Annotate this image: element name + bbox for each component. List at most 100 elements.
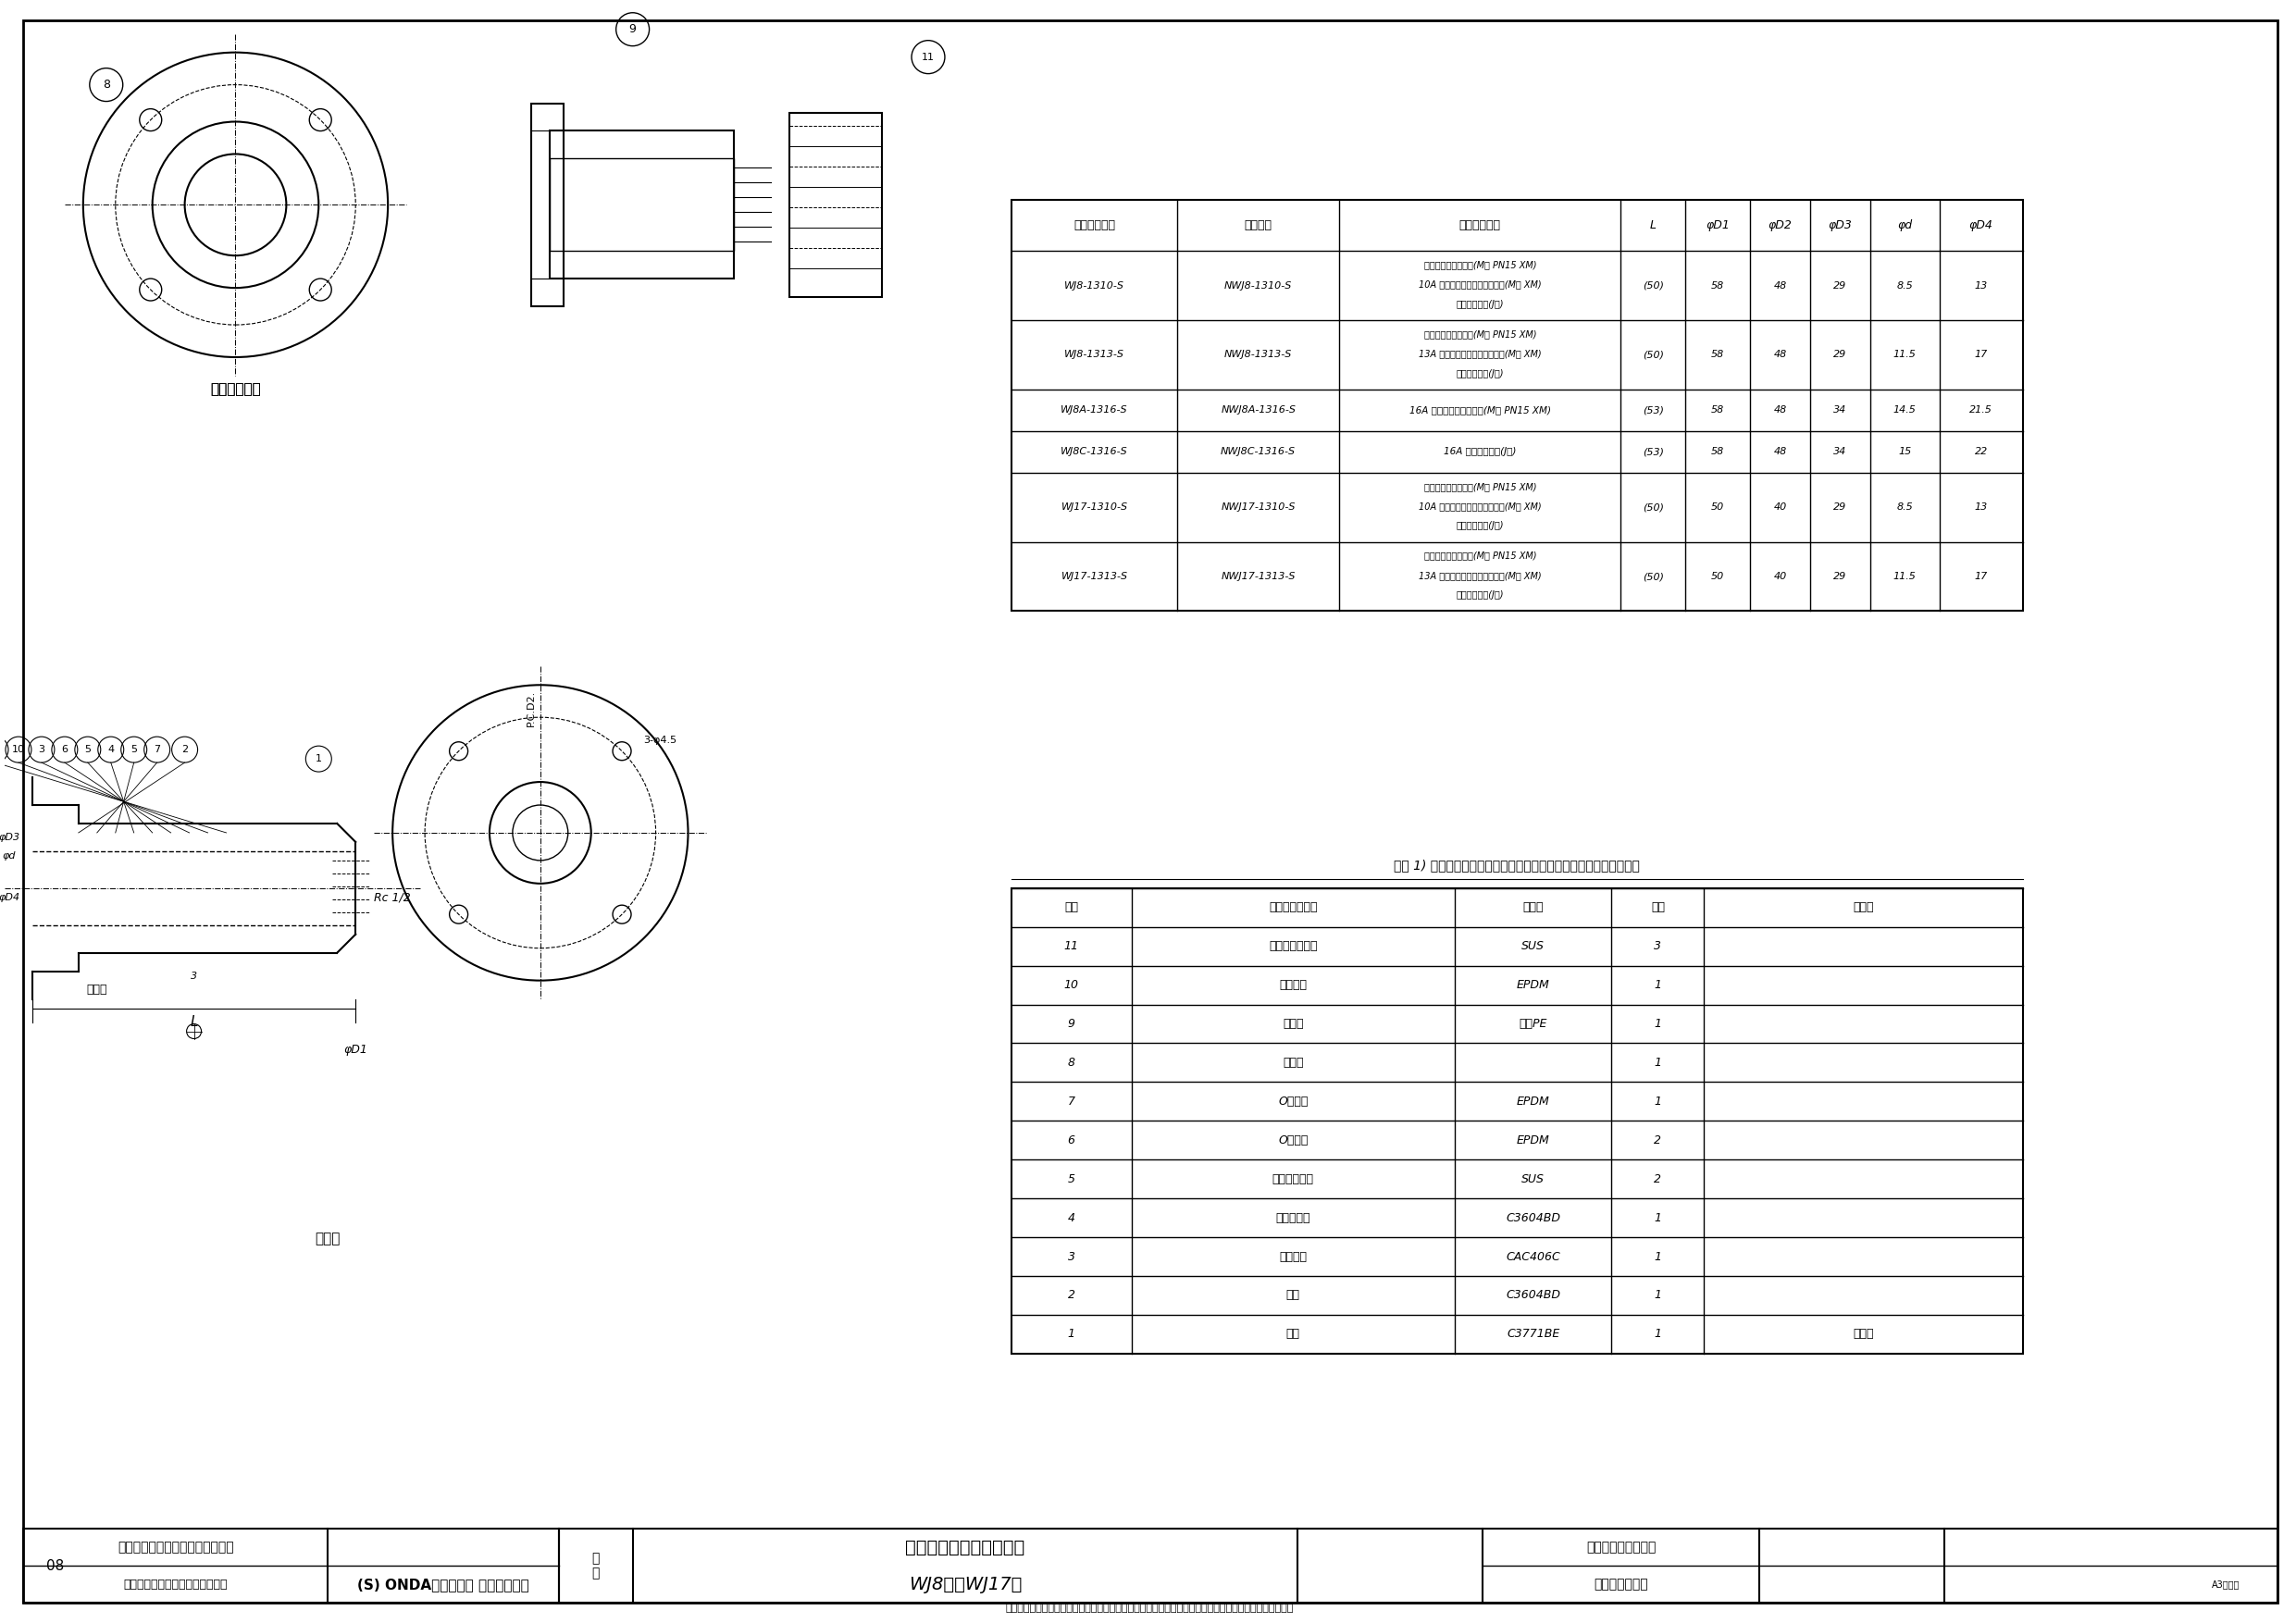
Text: 50: 50 [1711, 571, 1724, 581]
Bar [790, 112, 882, 297]
Text: 1: 1 [1653, 979, 1662, 992]
Text: 29: 29 [1835, 503, 1846, 511]
Text: 3: 3 [1068, 1251, 1075, 1263]
Text: (50): (50) [1642, 503, 1665, 511]
Text: L: L [1651, 219, 1655, 232]
Text: 材　質: 材 質 [1522, 901, 1543, 914]
Text: カタログ品番: カタログ品番 [1075, 219, 1116, 232]
Text: NWJ8A-1316-S: NWJ8A-1316-S [1221, 406, 1295, 415]
Text: 34: 34 [1835, 406, 1846, 415]
Text: 16A 架橋ポリエチレン管(M種 PN15 XM): 16A 架橋ポリエチレン管(M種 PN15 XM) [1410, 406, 1550, 415]
Text: φD4: φD4 [0, 893, 21, 902]
Text: 8: 8 [103, 80, 110, 91]
Text: WJ17-1310-S: WJ17-1310-S [1061, 503, 1127, 511]
Text: 1: 1 [1068, 1328, 1075, 1341]
Text: 48: 48 [1773, 406, 1786, 415]
Text: スペーサー: スペーサー [1277, 1212, 1311, 1224]
Text: 押輪: 押輪 [1286, 1289, 1300, 1302]
Text: ポリ栓: ポリ栓 [1283, 1018, 1304, 1031]
Text: 1: 1 [1653, 1328, 1662, 1341]
Text: 10A 水道用架橋ポリエチレン管(M種 XM): 10A 水道用架橋ポリエチレン管(M種 XM) [1419, 281, 1541, 289]
Text: Oリング: Oリング [1279, 1096, 1309, 1107]
Text: 8.5: 8.5 [1896, 503, 1913, 511]
Text: 9: 9 [629, 23, 636, 36]
Text: 10: 10 [11, 745, 25, 755]
Text: φD2: φD2 [1768, 219, 1793, 232]
Text: NWJ8C-1316-S: NWJ8C-1316-S [1221, 448, 1295, 456]
Text: 13A 水道用架橋ポリエチレン管(M種 XM): 13A 水道用架橋ポリエチレン管(M種 XM) [1419, 571, 1541, 579]
Text: 11.5: 11.5 [1894, 351, 1917, 359]
Text: 1: 1 [1653, 1289, 1662, 1302]
Text: φD1: φD1 [344, 1044, 367, 1057]
Text: 14.5: 14.5 [1894, 406, 1917, 415]
Text: 社内品番　上記: 社内品番 上記 [1593, 1578, 1649, 1591]
Text: 1: 1 [315, 755, 321, 763]
Text: 16A ポリブテン管(J通): 16A ポリブテン管(J通) [1444, 448, 1515, 456]
Text: SUS: SUS [1522, 1173, 1545, 1185]
Text: カタログ品番　上記: カタログ品番 上記 [1587, 1540, 1655, 1553]
Bar [1010, 200, 2023, 612]
Text: Oリング: Oリング [1279, 1134, 1309, 1146]
Text: φD3: φD3 [1828, 219, 1853, 232]
Text: 架橋ポリエチレン管(M種 PN15 XM): 架橋ポリエチレン管(M種 PN15 XM) [1424, 329, 1536, 339]
Text: 58: 58 [1711, 351, 1724, 359]
Bar [530, 104, 563, 307]
Text: WJ8型・WJ17型: WJ8型・WJ17型 [909, 1576, 1022, 1594]
Text: 3-φ4.5: 3-φ4.5 [643, 735, 677, 745]
Text: SUS: SUS [1522, 940, 1545, 953]
Text: 包装時組付図: 包装時組付図 [211, 383, 262, 396]
Text: 3: 3 [1653, 940, 1662, 953]
Text: (S) ONDA　株式会社 オンダ製作所: (S) ONDA 株式会社 オンダ製作所 [358, 1578, 530, 1592]
Text: ダブルロックジョイント: ダブルロックジョイント [905, 1539, 1024, 1556]
Text: メッキ: メッキ [1853, 1328, 1874, 1341]
Text: P.C.D2.: P.C.D2. [526, 690, 535, 725]
Text: 48: 48 [1773, 281, 1786, 291]
Text: 9: 9 [1068, 1018, 1075, 1031]
Text: φD4: φD4 [1970, 219, 1993, 232]
Bar [549, 131, 735, 279]
Text: 22: 22 [1975, 448, 1988, 456]
Text: 11.5: 11.5 [1894, 571, 1917, 581]
Text: 部番: 部番 [1065, 901, 1079, 914]
Text: ポリブテン管(J通): ポリブテン管(J通) [1456, 521, 1504, 531]
Text: 58: 58 [1711, 406, 1724, 415]
Text: 17: 17 [1975, 571, 1988, 581]
Text: 樹脂管　適用: 樹脂管 適用 [1460, 219, 1502, 232]
Text: 10: 10 [1063, 979, 1079, 992]
Text: 備　考: 備 考 [1853, 901, 1874, 914]
Text: 15: 15 [1899, 448, 1913, 456]
Bar [549, 159, 735, 252]
Text: 個数: 個数 [1651, 901, 1665, 914]
Text: 社内品番: 社内品番 [1244, 219, 1272, 232]
Text: 架橋ポリエチレン管(M種 PN15 XM): 架橋ポリエチレン管(M種 PN15 XM) [1424, 482, 1536, 492]
Text: WJ8A-1316-S: WJ8A-1316-S [1061, 406, 1127, 415]
Text: φd: φd [1896, 219, 1913, 232]
Text: 40: 40 [1773, 571, 1786, 581]
Text: (53): (53) [1642, 448, 1665, 456]
Text: 製　品　図　面　第　三　角　法: 製 品 図 面 第 三 角 法 [117, 1540, 234, 1553]
Text: 50: 50 [1711, 503, 1724, 511]
Text: 34: 34 [1835, 448, 1846, 456]
Text: C3771BE: C3771BE [1506, 1328, 1559, 1341]
Text: NWJ8-1313-S: NWJ8-1313-S [1224, 351, 1293, 359]
Bar [1010, 888, 2023, 1354]
Text: 5: 5 [1068, 1173, 1075, 1185]
Bar [23, 1529, 2278, 1604]
Text: 29: 29 [1835, 281, 1846, 291]
Text: 注記 1) 製品の説明書・注意書等を確認の上、施工・使用して下さい: 注記 1) 製品の説明書・注意書等を確認の上、施工・使用して下さい [1394, 859, 1639, 872]
Text: 1: 1 [1653, 1096, 1662, 1107]
Text: 2: 2 [1653, 1173, 1662, 1185]
Text: 架橋ポリエチレン管(M種 PN15 XM): 架橋ポリエチレン管(M種 PN15 XM) [1424, 260, 1536, 269]
Text: CAC406C: CAC406C [1506, 1251, 1561, 1263]
Text: 本体: 本体 [1286, 1328, 1300, 1341]
Text: 8: 8 [1068, 1057, 1075, 1068]
Text: 1: 1 [1653, 1251, 1662, 1263]
Text: 樹脂管: 樹脂管 [87, 984, 108, 997]
Text: 48: 48 [1773, 448, 1786, 456]
Text: NWJ17-1310-S: NWJ17-1310-S [1221, 503, 1295, 511]
Text: 10A 水道用架橋ポリエチレン管(M種 XM): 10A 水道用架橋ポリエチレン管(M種 XM) [1419, 502, 1541, 511]
Text: 13A 水道用架橋ポリエチレン管(M種 XM): 13A 水道用架橋ポリエチレン管(M種 XM) [1419, 349, 1541, 359]
Text: C3604BD: C3604BD [1506, 1212, 1561, 1224]
Text: 部　品　名　称: 部 品 名 称 [1270, 901, 1318, 914]
Text: Rc 1/2: Rc 1/2 [374, 891, 411, 904]
